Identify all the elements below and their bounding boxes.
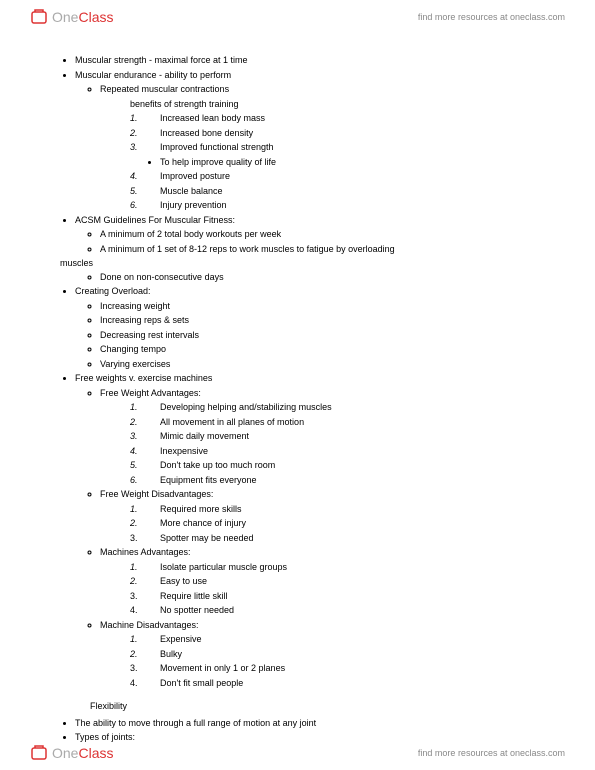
list-item: 5.Don't take up too much room [130, 459, 535, 473]
list-item: 1.Required more skills [130, 503, 535, 517]
list-item: Free Weight Advantages: [100, 387, 535, 401]
footer: OneClass find more resources at oneclass… [0, 736, 595, 770]
list-item: 2.Bulky [130, 648, 535, 662]
list-item: 1.Expensive [130, 633, 535, 647]
list-item: 1.Developing helping and/stabilizing mus… [130, 401, 535, 415]
list-item: 2.All movement in all planes of motion [130, 416, 535, 430]
list-item: 6.Injury prevention [130, 199, 535, 213]
list-item: ACSM Guidelines For Muscular Fitness: [75, 214, 535, 228]
list-item: A minimum of 2 total body workouts per w… [100, 228, 535, 242]
list-item: Repeated muscular contractions [100, 83, 535, 97]
list-item: 3.Mimic daily movement [130, 430, 535, 444]
logo-text: OneClass [52, 745, 113, 761]
list-item: 6.Equipment fits everyone [130, 474, 535, 488]
list-item: 3.Improved functional strength [130, 141, 535, 155]
list-item: Machines Advantages: [100, 546, 535, 560]
list-item: Increasing weight [100, 300, 535, 314]
list-item: Machine Disadvantages: [100, 619, 535, 633]
header: OneClass find more resources at oneclass… [0, 0, 595, 34]
list-item: A minimum of 1 set of 8-12 reps to work … [100, 243, 535, 257]
text-line: muscles [60, 257, 535, 271]
list-item: Free Weight Disadvantages: [100, 488, 535, 502]
list-item: 4.Improved posture [130, 170, 535, 184]
list-item: Done on non-consecutive days [100, 271, 535, 285]
list-item: To help improve quality of life [160, 156, 535, 170]
list-item: 2.Increased bone density [130, 127, 535, 141]
list-item: 3.Spotter may be needed [130, 532, 535, 546]
list-item: 5.Muscle balance [130, 185, 535, 199]
list-item: The ability to move through a full range… [75, 717, 535, 731]
list-item: benefits of strength training [130, 98, 535, 112]
list-item: Increasing reps & sets [100, 314, 535, 328]
list-item: 3.Require little skill [130, 590, 535, 604]
list-item: Free weights v. exercise machines [75, 372, 535, 386]
logo-text: OneClass [52, 9, 113, 25]
footer-link[interactable]: find more resources at oneclass.com [418, 748, 565, 758]
logo: OneClass [30, 8, 113, 26]
document-content: Muscular strength - maximal force at 1 t… [0, 34, 595, 745]
list-item: Muscular strength - maximal force at 1 t… [75, 54, 535, 68]
list-item: Varying exercises [100, 358, 535, 372]
list-item: 2.More chance of injury [130, 517, 535, 531]
list-item: Changing tempo [100, 343, 535, 357]
list-item: Muscular endurance - ability to perform [75, 69, 535, 83]
list-item: Creating Overload: [75, 285, 535, 299]
list-item: 2.Easy to use [130, 575, 535, 589]
list-item: Decreasing rest intervals [100, 329, 535, 343]
list-item: 3.Movement in only 1 or 2 planes [130, 662, 535, 676]
logo: OneClass [30, 744, 113, 762]
list-item: 1.Increased lean body mass [130, 112, 535, 126]
list-item: 1.Isolate particular muscle groups [130, 561, 535, 575]
header-link[interactable]: find more resources at oneclass.com [418, 12, 565, 22]
list-item: 4.Don't fit small people [130, 677, 535, 691]
list-item: 4.No spotter needed [130, 604, 535, 618]
section-heading: Flexibility [90, 700, 535, 714]
logo-icon [30, 744, 48, 762]
list-item: 4.Inexpensive [130, 445, 535, 459]
logo-icon [30, 8, 48, 26]
